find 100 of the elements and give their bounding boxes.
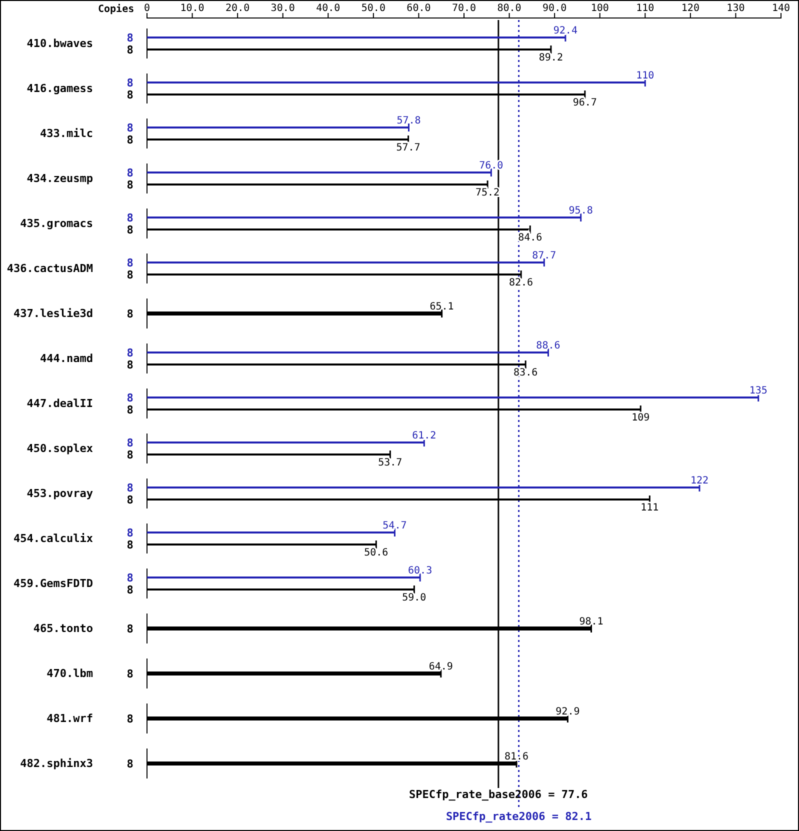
- data-label: 50.6: [364, 548, 388, 558]
- data-label: 110: [636, 70, 654, 82]
- data-label: 89.2: [538, 52, 563, 64]
- data-label: 81.6: [504, 752, 529, 762]
- text: 8: [126, 122, 134, 134]
- x-tick-label: 20.0: [226, 3, 250, 14]
- x-tick-label: 100: [590, 3, 609, 14]
- data-label: 53.7: [378, 458, 402, 468]
- text: 8: [126, 346, 134, 360]
- text: 8: [126, 538, 134, 552]
- text: 8: [126, 712, 134, 726]
- bar: [147, 588, 414, 590]
- x-tick-label: 40.0: [316, 3, 340, 14]
- text: 8: [126, 404, 134, 416]
- bar: [147, 532, 395, 534]
- y-tick-label: 470.lbm: [46, 667, 94, 680]
- bar: [147, 442, 424, 444]
- bar: [147, 544, 376, 546]
- text: 8: [126, 436, 134, 450]
- y-tick-label: 454.calculix: [14, 532, 94, 546]
- text: Copies: [98, 3, 134, 15]
- text: 8: [126, 758, 134, 770]
- x-tick-label: 50.0: [361, 3, 386, 14]
- text: 8: [126, 622, 134, 636]
- text: 8: [126, 32, 134, 44]
- y-tick-label: 465.tonto: [33, 622, 94, 636]
- data-label: 60.3: [408, 566, 432, 576]
- bar: [147, 138, 408, 140]
- text: 8: [126, 212, 134, 224]
- y-tick-label: 435.gromacs: [20, 217, 93, 230]
- text: 8: [126, 668, 134, 680]
- text: 8: [126, 584, 134, 596]
- data-label: 87.7: [532, 250, 556, 262]
- x-tick-label: 30.0: [270, 3, 295, 14]
- data-label: 54.7: [382, 520, 407, 532]
- text: 8: [126, 224, 134, 236]
- text: 8: [126, 392, 134, 404]
- text: 8: [126, 178, 134, 192]
- data-label: 57.8: [396, 116, 421, 126]
- text: 8: [126, 358, 134, 372]
- x-tick-label: 130: [726, 3, 745, 14]
- data-label: 57.7: [396, 142, 420, 154]
- x-tick-label: 90.0: [542, 3, 567, 14]
- data-label: 111: [640, 502, 659, 514]
- data-label: 61.2: [412, 430, 436, 442]
- text: 8: [126, 572, 134, 584]
- bar: [147, 184, 488, 186]
- text: 8: [126, 448, 134, 462]
- y-tick-label: 434.zeusmp: [26, 172, 94, 186]
- data-label: 98.1: [579, 616, 604, 628]
- text: 8: [126, 44, 134, 56]
- data-label: 59.0: [402, 592, 426, 604]
- y-tick-label: 437.leslie3d: [14, 307, 93, 320]
- y-tick-label: 481.wrf: [46, 712, 93, 726]
- y-tick-label: 450.soplex: [26, 442, 94, 456]
- x-tick-label: 80.0: [497, 3, 522, 14]
- data-label: 92.9: [556, 706, 580, 718]
- data-label: 88.6: [536, 340, 560, 352]
- text: 8: [126, 166, 134, 180]
- y-tick-label: 416.gamess: [26, 82, 93, 96]
- data-label: 96.7: [572, 98, 597, 108]
- data-label: 84.6: [518, 232, 542, 244]
- text: 8: [126, 76, 134, 90]
- x-tick-label: 60.0: [406, 3, 431, 14]
- x-tick-label: 0: [144, 3, 150, 14]
- data-label: 95.8: [568, 206, 593, 216]
- y-tick-label: 433.milc: [40, 127, 93, 140]
- text: 8: [126, 494, 134, 506]
- data-label: 65.1: [430, 302, 454, 312]
- data-label: 109: [632, 412, 650, 424]
- text: 8: [126, 256, 134, 270]
- x-tick-label: 120: [681, 3, 700, 14]
- ref-line-label: SPECfp_rate_base2006 = 77.6: [409, 788, 588, 801]
- text: 8: [126, 482, 134, 494]
- y-tick-label: 436.cactusADM: [6, 262, 94, 276]
- y-tick-label: 444.namd: [40, 352, 93, 366]
- y-tick-label: 482.sphinx3: [20, 757, 93, 770]
- data-label: 122: [690, 476, 709, 486]
- data-label: 64.9: [428, 662, 453, 672]
- data-label: 135: [749, 386, 768, 396]
- ref-line-label: SPECfp_rate2006 = 82.1: [446, 810, 592, 823]
- bar: [147, 454, 390, 456]
- data-label: 82.6: [509, 278, 534, 288]
- data-label: 92.4: [553, 26, 578, 36]
- text: 8: [126, 88, 134, 102]
- x-tick-label: 110: [636, 3, 654, 14]
- y-tick-label: 459.GemsFDTD: [14, 577, 94, 590]
- x-tick-label: 10.0: [180, 3, 204, 14]
- y-tick-label: 447.dealII: [26, 397, 93, 410]
- bar: [147, 576, 420, 578]
- bar: [147, 172, 492, 174]
- x-tick-label: 70.0: [452, 3, 476, 14]
- text: 8: [126, 308, 134, 320]
- text: 8: [126, 526, 134, 540]
- y-tick-label: 453.povray: [26, 487, 94, 500]
- x-tick-label: 140: [772, 3, 790, 14]
- text: 8: [126, 268, 134, 282]
- data-label: 83.6: [514, 368, 538, 378]
- bar: [147, 126, 409, 128]
- y-tick-label: 410.bwaves: [26, 37, 93, 50]
